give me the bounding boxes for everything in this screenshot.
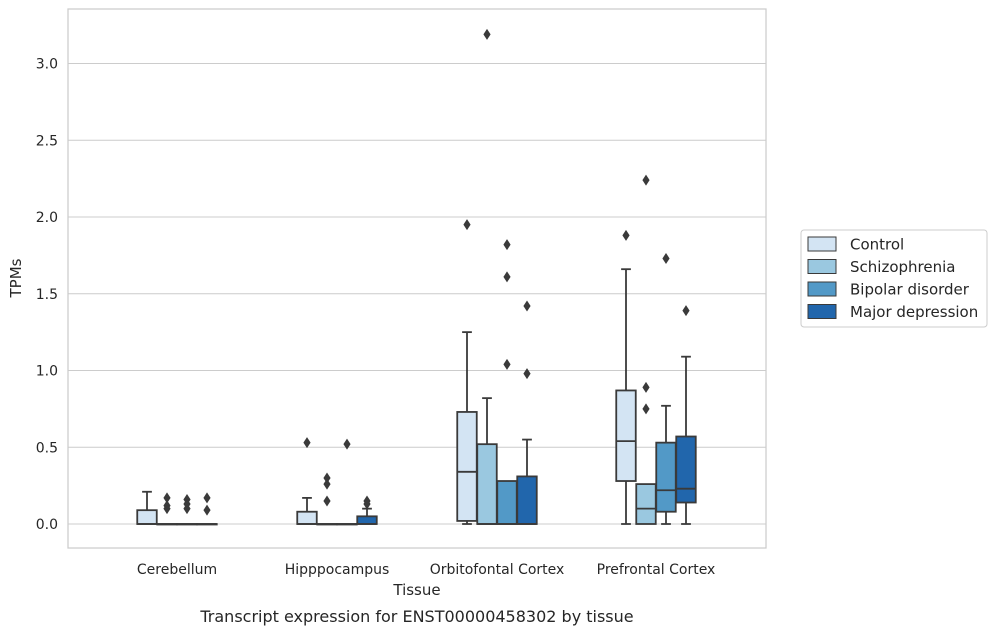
- x-tick-label: Orbitofontal Cortex: [430, 562, 565, 578]
- box-3-2: [516, 300, 538, 525]
- legend-swatch: [807, 259, 837, 274]
- y-tick-labels: 0.0 0.5 1.0 1.5 2.0 2.5 3.0: [36, 57, 58, 534]
- outlier-point: [303, 437, 311, 449]
- plot-frame: [67, 8, 767, 549]
- box-2-3: [655, 252, 677, 525]
- y-tick-label: 2.5: [36, 133, 58, 149]
- legend-swatch: [807, 236, 837, 252]
- box-1-0: [156, 492, 178, 526]
- box-body: [635, 483, 657, 525]
- box-body: [476, 443, 498, 525]
- outlier-point: [622, 229, 630, 241]
- outlier-point: [523, 368, 531, 380]
- outlier-point: [642, 403, 650, 415]
- outlier-point: [463, 219, 471, 231]
- outlier-point: [642, 381, 650, 393]
- outlier-point: [163, 503, 171, 515]
- box-2-2: [496, 239, 518, 525]
- box-2-0: [176, 493, 198, 526]
- y-tick-label: 0.0: [36, 517, 58, 533]
- legend-label: Schizophrenia: [850, 258, 955, 276]
- outlier-point: [503, 358, 511, 370]
- outlier-point: [343, 438, 351, 450]
- legend: Control Schizophrenia Bipolar disorder Majo…: [800, 229, 988, 328]
- outlier-point: [163, 492, 171, 504]
- box-body: [456, 411, 478, 522]
- chart-caption: Transcript expression for ENST0000045830…: [199, 607, 633, 626]
- legend-label: Control: [850, 236, 904, 254]
- box-body: [615, 389, 637, 482]
- outlier-point: [503, 239, 511, 251]
- outlier-point: [363, 498, 371, 510]
- legend-label: Bipolar disorder: [850, 281, 970, 299]
- outlier-point: [323, 478, 331, 490]
- x-tick-labels: Cerebellum Hipppocampus Orbitofontal Corte…: [137, 562, 715, 578]
- box-0-3: [615, 229, 637, 525]
- box-body: [356, 515, 378, 525]
- legend-frame: [800, 229, 988, 328]
- outlier-point: [523, 300, 531, 312]
- x-tick-label: Hipppocampus: [285, 562, 390, 578]
- outlier-point: [323, 495, 331, 507]
- box-body: [516, 475, 538, 525]
- box-3-1: [356, 495, 378, 525]
- box-body: [655, 441, 677, 513]
- box-0-2: [456, 219, 478, 525]
- box-plots: [136, 28, 697, 526]
- legend-swatch: [807, 281, 837, 297]
- box-body: [136, 509, 158, 525]
- x-tick-label: Cerebellum: [137, 562, 217, 578]
- outlier-point: [662, 252, 670, 264]
- box-body: [675, 435, 697, 504]
- box-body: [296, 510, 318, 525]
- outlier-point: [642, 174, 650, 186]
- outlier-point: [203, 504, 211, 516]
- box-1-3: [635, 174, 657, 525]
- legend-swatch: [807, 304, 837, 319]
- y-tick-label: 1.5: [36, 287, 58, 303]
- outlier-point: [183, 503, 191, 515]
- box-body: [496, 480, 518, 525]
- box-0-1: [296, 437, 318, 525]
- y-tick-label: 0.5: [36, 440, 58, 456]
- outlier-point: [203, 492, 211, 504]
- y-tick-label: 1.0: [36, 364, 58, 380]
- box-3-0: [196, 492, 218, 526]
- outlier-point: [483, 28, 491, 40]
- outlier-point: [682, 305, 690, 317]
- x-tick-label: Prefrontal Cortex: [597, 562, 716, 578]
- box-1-1: [316, 472, 338, 526]
- y-tick-label: 2.0: [36, 210, 58, 226]
- box-0-0: [136, 490, 158, 525]
- x-axis-label: Tissue: [392, 581, 440, 599]
- outlier-point: [323, 472, 331, 484]
- y-axis-label: TPMs: [7, 258, 25, 298]
- y-tick-label: 3.0: [36, 57, 58, 73]
- legend-label: Major depression: [850, 303, 978, 321]
- box-3-3: [675, 305, 697, 525]
- outlier-point: [503, 271, 511, 283]
